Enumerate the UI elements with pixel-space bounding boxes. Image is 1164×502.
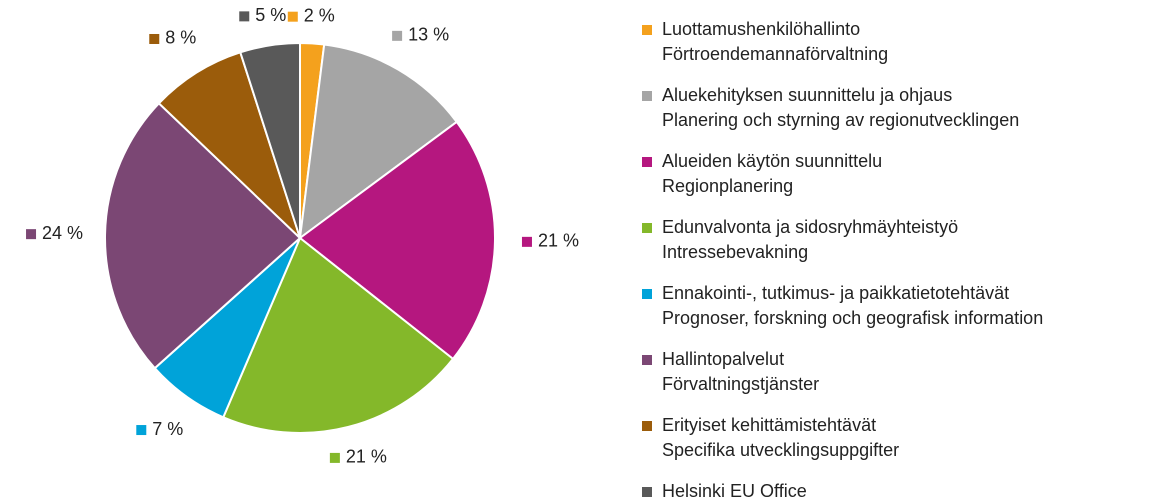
pie-slice: [298, 43, 459, 241]
label-marker: [239, 11, 250, 22]
legend-label: Specifika utvecklingsuppgifter: [662, 440, 899, 460]
pie-slice: [298, 120, 496, 361]
legend-label: Luottamushenkilöhallinto: [662, 19, 860, 39]
label-marker: [149, 33, 160, 44]
legend-label: Prognoser, forskning och geografisk info…: [662, 308, 1043, 328]
legend-label: Planering och styrning av regionutveckli…: [662, 110, 1019, 130]
legend-label: Intressebevakning: [662, 242, 808, 262]
legend-marker: [642, 421, 652, 431]
legend-marker: [642, 223, 652, 233]
legend-marker: [642, 25, 652, 35]
data-label: 2 %: [304, 5, 335, 25]
pie-slice: [104, 101, 302, 370]
data-label: 21 %: [346, 447, 387, 467]
legend-label: Erityiset kehittämistehtävät: [662, 415, 876, 435]
pie-slice: [221, 236, 455, 434]
label-marker: [287, 11, 298, 22]
pie-slice: [239, 41, 301, 239]
legend-label: Förtroendemannaförvaltning: [662, 44, 888, 64]
data-label: 8 %: [165, 28, 196, 48]
data-label: 21 %: [538, 231, 579, 251]
data-label: 7 %: [152, 419, 183, 439]
legend-label: Regionplanering: [662, 176, 793, 196]
label-marker: [26, 229, 37, 240]
label-marker: [521, 236, 532, 247]
legend-label: Aluekehityksen suunnittelu ja ohjaus: [662, 85, 952, 105]
legend-label: Edunvalvonta ja sidosryhmäyhteistyö: [662, 217, 958, 237]
legend-marker: [642, 487, 652, 497]
legend-label: Alueiden käytön suunnittelu: [662, 151, 882, 171]
data-label: 24 %: [42, 223, 83, 243]
legend-marker: [642, 355, 652, 365]
data-label: 13 %: [408, 25, 449, 45]
pie-slice: [157, 51, 301, 239]
legend-label: Ennakointi-, tutkimus- ja paikkatietoteh…: [662, 283, 1009, 303]
label-marker: [329, 452, 340, 463]
legend-marker: [642, 157, 652, 167]
legend-label: Helsinki EU Office: [662, 481, 807, 501]
data-label: 5 %: [255, 5, 286, 25]
legend-marker: [642, 289, 652, 299]
legend-marker: [642, 91, 652, 101]
legend-label: Hallintopalvelut: [662, 349, 784, 369]
label-marker: [136, 425, 147, 436]
label-marker: [392, 30, 403, 41]
legend-label: Förvaltningstjänster: [662, 374, 819, 394]
